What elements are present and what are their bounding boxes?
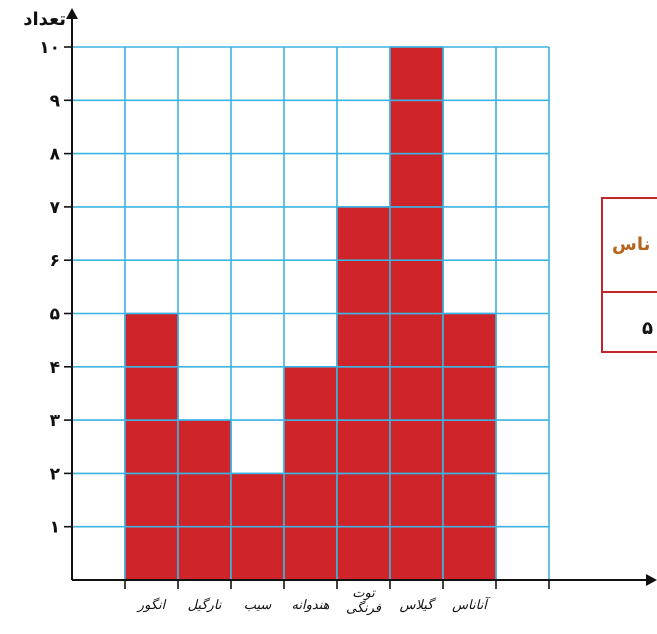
side-table-border (601, 197, 657, 353)
x-ticks: انگور نارگیل سیب هندوانه توت فرنگی گیلاس آناناس (124, 580, 550, 616)
bar-cell (389, 259, 444, 315)
x-axis-arrow-icon (646, 574, 657, 586)
bar-cell (336, 365, 391, 421)
bar-cell (336, 419, 391, 475)
bar-cell (389, 206, 444, 261)
bar-cell (336, 259, 391, 315)
y-tick-label: ۱۰ (39, 38, 60, 58)
bar-cell (442, 365, 497, 421)
bar-cell (442, 472, 497, 528)
y-tick-label: ۴ (50, 358, 60, 378)
bar-cell (283, 525, 338, 581)
y-tick-label: ۱ (50, 518, 60, 538)
bar (230, 472, 285, 581)
y-axis-arrow-icon (66, 8, 78, 19)
y-tick-label: ۳ (50, 411, 61, 431)
bar-cell (389, 312, 444, 368)
bar-cell (442, 312, 497, 368)
bar-cell (389, 525, 444, 581)
bar (124, 312, 179, 581)
axes (66, 8, 657, 586)
bar (283, 365, 338, 581)
bar (442, 312, 497, 581)
y-tick-label: ۹ (50, 91, 61, 111)
bar-cell (283, 472, 338, 528)
y-tick-label: ۷ (50, 198, 61, 218)
y-axis-label: تعداد (23, 9, 66, 30)
bar-cell (177, 419, 232, 475)
y-ticks: ۱ ۲ ۳ ۴ ۵ ۶ ۷ ۸ ۹ ۱۰ (39, 38, 72, 538)
bar-cell (124, 312, 179, 368)
bar-cell (442, 525, 497, 581)
bar-cell (230, 472, 285, 528)
bar-cell (442, 419, 497, 475)
bar-cell (283, 365, 338, 421)
bar-cell (389, 99, 444, 155)
bar-cell (336, 312, 391, 368)
y-tick-label: ۲ (50, 464, 61, 484)
bar-cell (177, 472, 232, 528)
bar-cell (389, 419, 444, 475)
bars (124, 46, 497, 581)
bar-cell (389, 46, 444, 102)
bar-cell (230, 525, 285, 581)
bar (336, 206, 391, 581)
side-table-value: ۵ (642, 318, 653, 339)
x-tick-label: سیب (244, 598, 273, 613)
x-tick-label: نارگیل (188, 597, 222, 613)
bar-cell (389, 152, 444, 208)
side-table: ناس ۵ (601, 197, 657, 353)
bar-cell (124, 365, 179, 421)
bar-cell (124, 419, 179, 475)
bar-cell (389, 365, 444, 421)
y-tick-label: ۵ (50, 305, 60, 325)
bar-cell (336, 525, 391, 581)
bar-cell (124, 472, 179, 528)
y-tick-label: ۸ (50, 145, 61, 165)
bar-cell (177, 525, 232, 581)
bar-cell (389, 472, 444, 528)
bar-cell (336, 472, 391, 528)
x-tick-label: آناناس (452, 596, 491, 613)
x-tick-label: هندوانه (291, 598, 329, 613)
side-table-header: ناس (612, 234, 650, 255)
x-tick-label: گیلاس (400, 597, 438, 613)
bar-cell (283, 419, 338, 475)
y-tick-label: ۶ (50, 251, 60, 271)
bar (177, 419, 232, 581)
bar-cell (336, 206, 391, 261)
bar-cell (124, 525, 179, 581)
x-tick-label: انگور (136, 597, 167, 613)
bar (389, 46, 444, 581)
x-tick-label: توت فرنگی (346, 586, 382, 616)
